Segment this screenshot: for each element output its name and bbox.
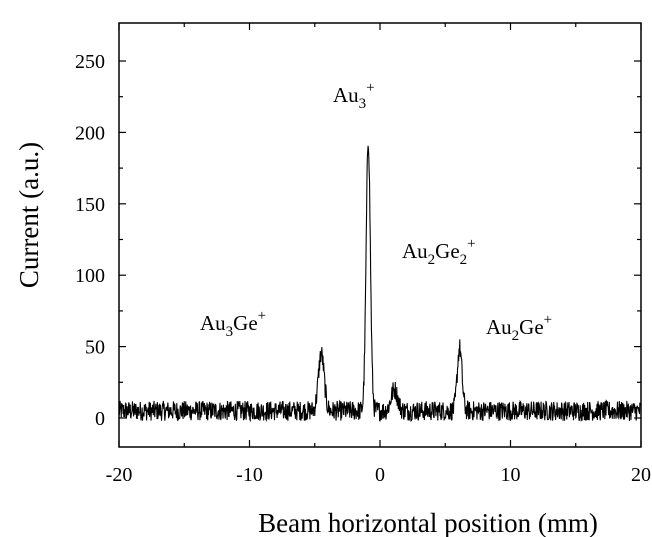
x-tick-label: 20 xyxy=(631,464,651,486)
peak-label-au2ge2: Au2Ge2+ xyxy=(402,236,476,268)
x-tick-label: -10 xyxy=(236,464,263,486)
plot-frame xyxy=(118,22,642,448)
spectrum-line xyxy=(118,145,642,423)
x-tick-label: -20 xyxy=(106,464,133,486)
x-tick-label: 10 xyxy=(501,464,521,486)
peak-annotations: Au3Ge+ Au3+ Au2Ge2+ Au2Ge+ xyxy=(200,80,552,344)
y-tick-label: 250 xyxy=(75,51,105,73)
x-tick-label: 0 xyxy=(375,464,385,486)
y-tick-label: 200 xyxy=(75,122,105,144)
tick-marks xyxy=(118,23,642,447)
x-axis-label: Beam horizontal position (mm) xyxy=(258,508,598,537)
peak-label-au3ge: Au3Ge+ xyxy=(200,308,266,340)
y-tick-label: 0 xyxy=(95,408,105,430)
y-tick-label: 100 xyxy=(75,265,105,287)
peak-label-au3: Au3+ xyxy=(333,80,375,112)
y-tick-label: 150 xyxy=(75,194,105,216)
y-tick-label: 50 xyxy=(85,337,105,359)
y-axis-label: Current (a.u.) xyxy=(14,142,44,288)
plot-area xyxy=(118,145,642,423)
axes xyxy=(118,22,642,448)
peak-label-au2ge: Au2Ge+ xyxy=(486,312,552,344)
